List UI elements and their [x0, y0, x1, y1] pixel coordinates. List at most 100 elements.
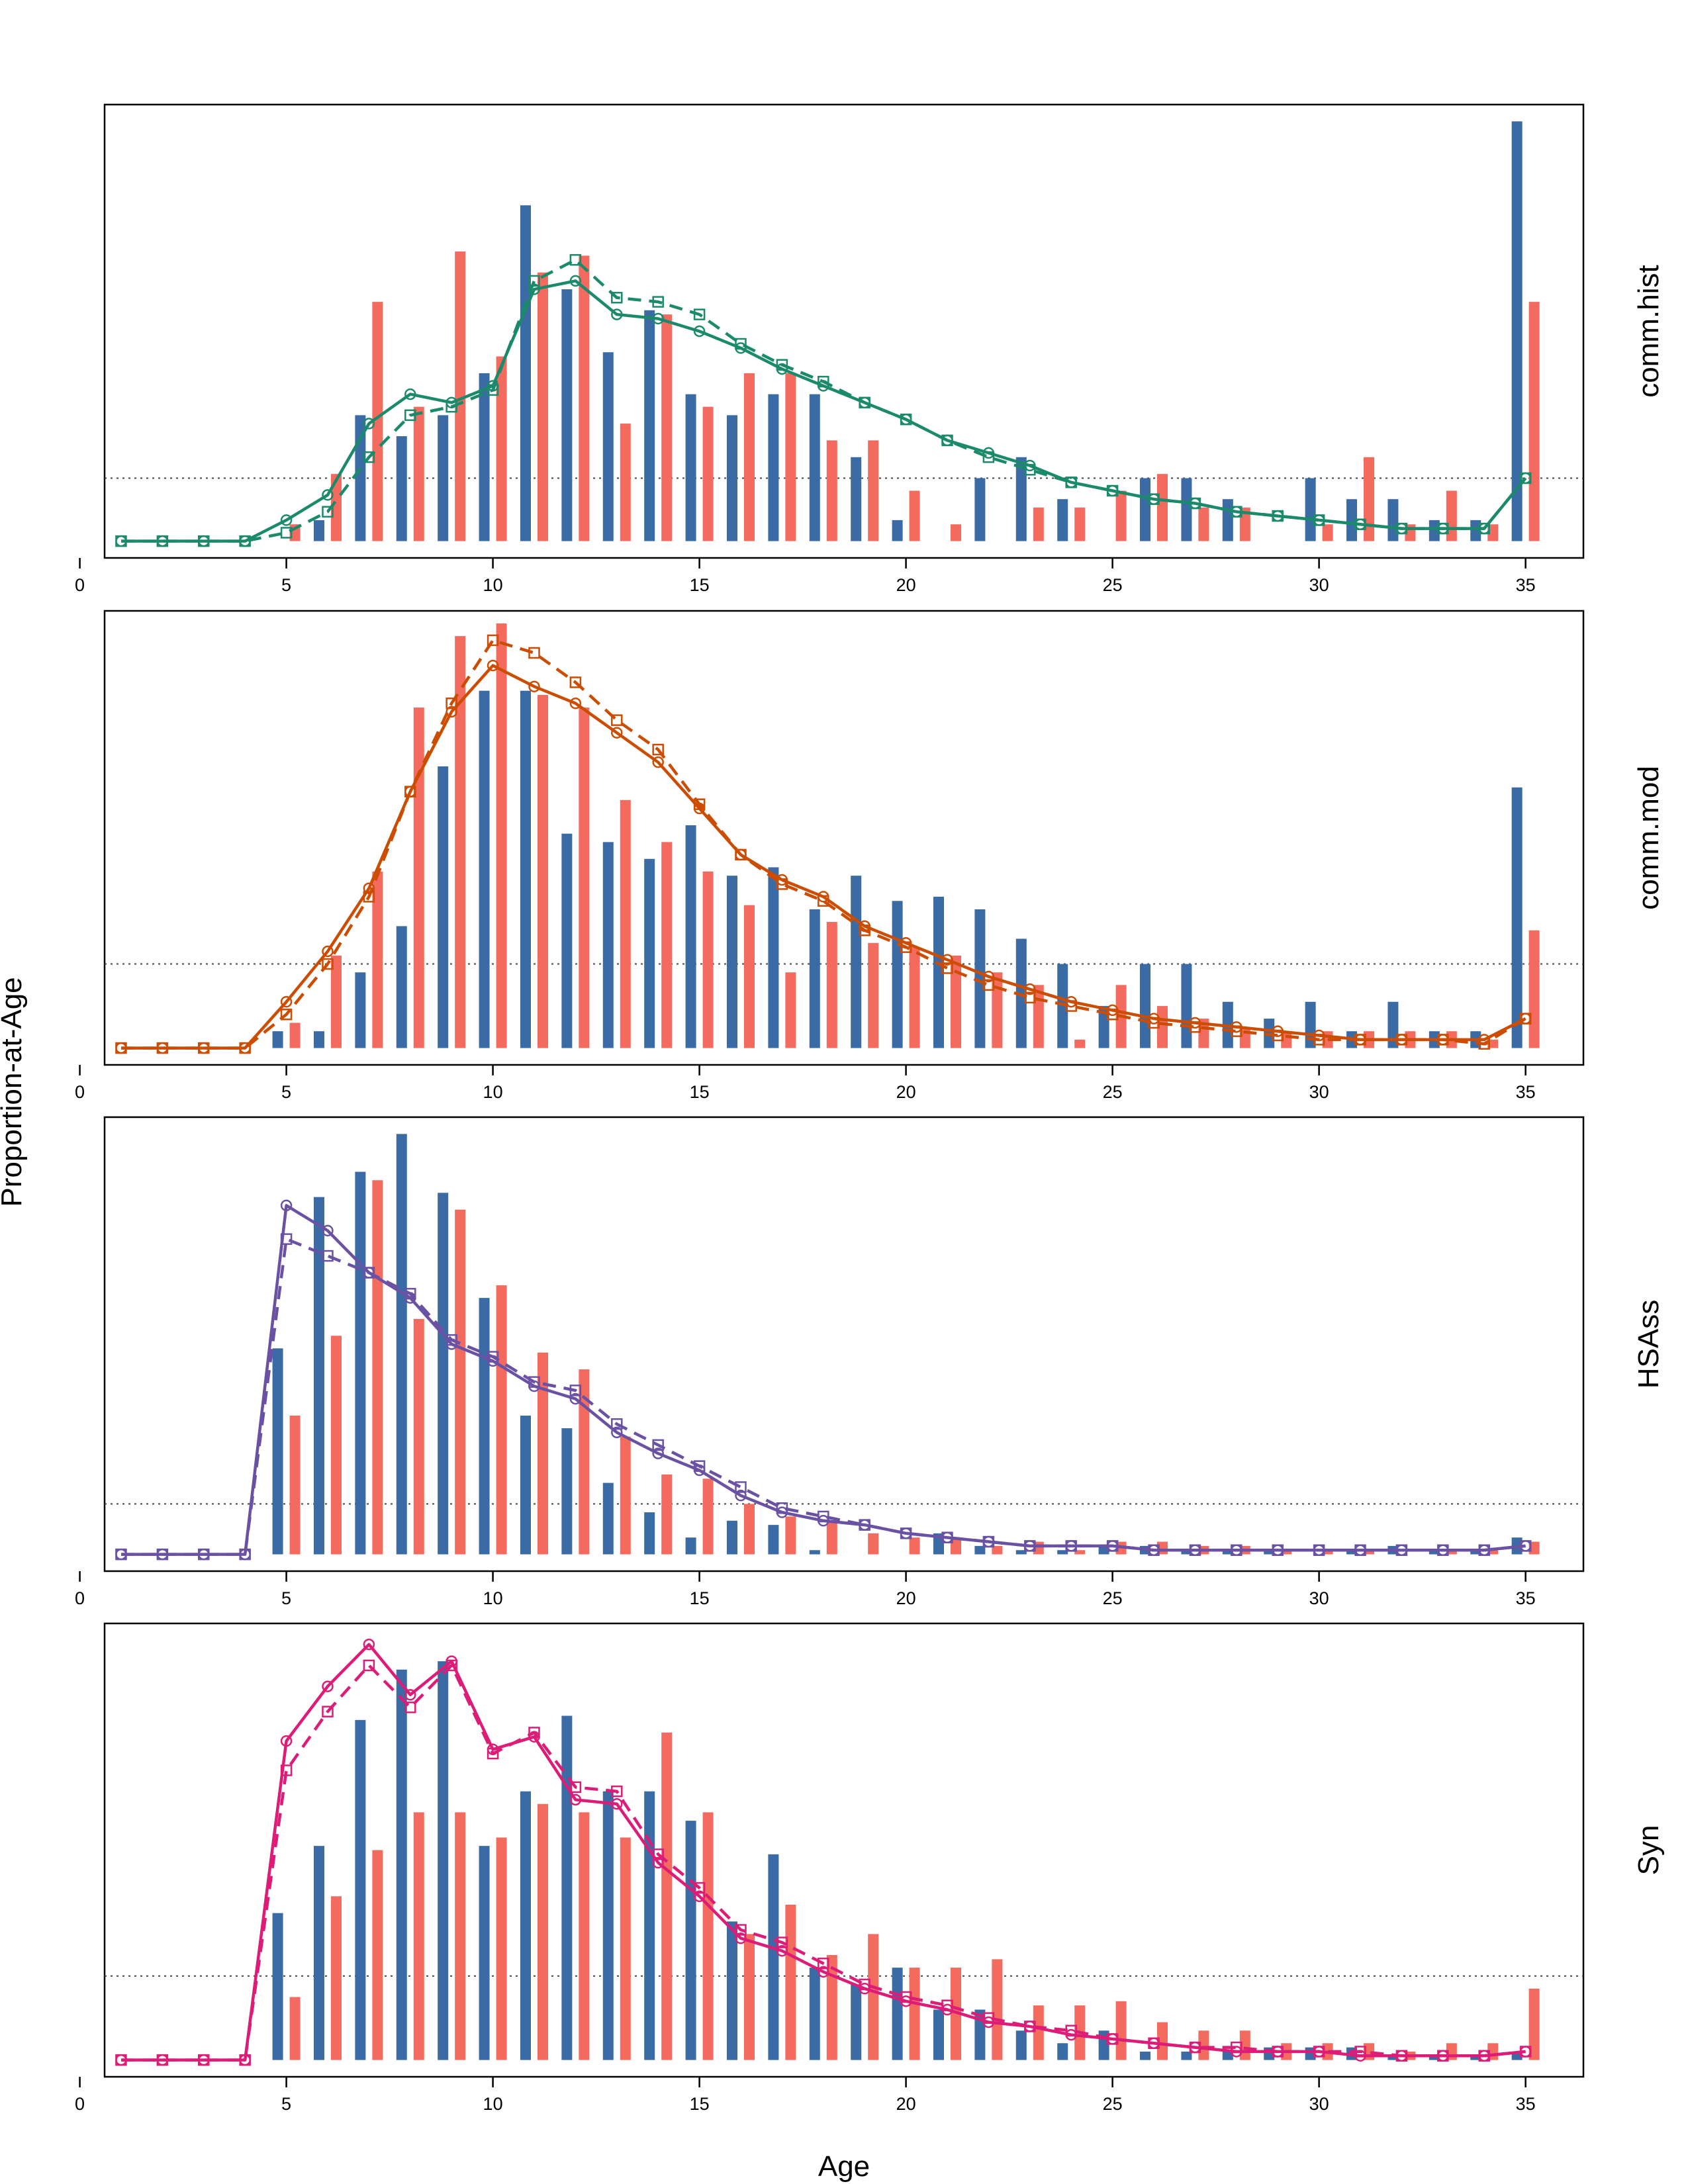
bar-series1-age-33 [1429, 2056, 1440, 2060]
bar-series1-age-14 [644, 1791, 655, 2060]
bar-series2-age-15 [702, 1812, 714, 2060]
bar-series2-age-16 [743, 1504, 755, 1555]
marker-circle-age-14 [652, 756, 664, 768]
bar-series1-age-13 [602, 842, 614, 1048]
x-axis-title: Age [818, 2150, 870, 2183]
marker-square-age-31 [1354, 518, 1366, 531]
bar-series1-age-6 [313, 1846, 324, 2060]
marker-square-age-17 [776, 1502, 788, 1514]
marker-square-age-24 [1065, 1540, 1077, 1552]
marker-square-age-26 [1148, 1544, 1160, 1556]
marker-square-age-18 [818, 895, 829, 907]
marker-square-age-24 [1065, 477, 1077, 488]
marker-square-age-9 [445, 1659, 457, 1672]
bar-series1-age-21 [933, 896, 945, 1048]
bar-series2-age-20 [909, 1968, 920, 2060]
bar-series1-age-34 [1470, 2056, 1481, 2060]
panel-label: HSAss [1632, 1300, 1665, 1388]
bar-series2-age-31 [1364, 1550, 1375, 1555]
marker-square-age-8 [404, 1702, 416, 1713]
bar-series1-age-5 [272, 1348, 283, 1555]
marker-square-age-7 [363, 1659, 375, 1672]
x-tick-label: 30 [1309, 1082, 1329, 1102]
marker-square-age-3 [198, 1042, 210, 1054]
marker-square-age-10 [487, 634, 499, 647]
bar-series2-age-11 [537, 1352, 548, 1555]
marker-square-age-21 [941, 962, 953, 974]
bar-series2-age-20 [909, 490, 920, 541]
marker-square-age-19 [859, 924, 870, 936]
x-tick-label: 5 [281, 575, 291, 595]
bar-series1-age-24 [1057, 1550, 1068, 1555]
x-tick-label: 35 [1516, 2094, 1536, 2114]
fit-line-dashed [121, 1237, 1526, 1556]
bar-series1-age-6 [313, 520, 324, 541]
bar-series1-age-15 [685, 394, 696, 541]
bar-series1-age-21 [933, 2009, 945, 2060]
marker-circle-age-16 [735, 1489, 747, 1502]
bar-series1-age-33 [1429, 1550, 1440, 1555]
bar-series2-age-34 [1487, 1550, 1499, 1555]
marker-square-age-8 [404, 409, 416, 422]
bar-series1-age-5 [272, 1031, 283, 1048]
marker-square-age-27 [1189, 1021, 1201, 1033]
marker-square-age-30 [1313, 514, 1325, 526]
marker-square-age-6 [322, 506, 334, 518]
marker-square-age-9 [445, 697, 457, 709]
bar-series2-age-22 [992, 1959, 1003, 2060]
bar-series1-age-7 [355, 1719, 366, 2060]
marker-square-age-21 [941, 1999, 953, 2011]
bar-series2-age-15 [702, 406, 714, 541]
bar-series2-age-25 [1115, 2001, 1127, 2060]
panel-label: comm.mod [1632, 766, 1665, 910]
x-tick-label: 10 [483, 2094, 503, 2114]
marker-square-age-5 [280, 527, 293, 539]
marker-square-age-2 [156, 1042, 169, 1054]
marker-square-age-35 [1519, 1540, 1532, 1552]
bar-series2-age-16 [743, 1934, 755, 2060]
bar-series1-age-26 [1140, 2051, 1151, 2060]
bar-series2-age-14 [661, 314, 673, 541]
marker-square-age-14 [652, 743, 664, 756]
bar-series2-age-20 [909, 947, 920, 1048]
panels: 0 5 10 15 20 25 30 35 comm.hist 0 5 10 15 20 25 30 35 com… [75, 103, 1665, 2114]
bar-series2-age-9 [455, 251, 466, 541]
marker-square-age-29 [1272, 2046, 1284, 2058]
marker-square-age-27 [1189, 1544, 1201, 1556]
marker-square-age-33 [1437, 2050, 1449, 2062]
bar-series2-age-19 [868, 1533, 879, 1555]
bar-series2-age-35 [1528, 1541, 1540, 1555]
bar-series2-age-10 [496, 1285, 507, 1555]
x-tick-label: 10 [483, 1082, 503, 1102]
x-tick-label: 5 [281, 2094, 291, 2114]
marker-square-age-35 [1519, 1013, 1532, 1024]
marker-circle-age-13 [611, 727, 623, 739]
marker-square-age-4 [239, 1042, 251, 1054]
marker-square-age-15 [693, 308, 706, 320]
marker-circle-age-11 [528, 680, 540, 693]
marker-circle-age-13 [611, 308, 623, 320]
x-tick-label: 35 [1516, 575, 1536, 595]
marker-square-age-32 [1395, 1544, 1408, 1556]
x-tick-label: 0 [75, 1082, 85, 1102]
marker-square-age-7 [363, 451, 375, 463]
marker-circle-age-7 [363, 418, 375, 430]
x-tick-label: 30 [1309, 2094, 1329, 2114]
x-tick-label: 20 [896, 2094, 916, 2114]
bar-series2-age-6 [330, 474, 342, 541]
marker-square-age-16 [735, 1481, 747, 1493]
marker-square-age-2 [156, 1548, 169, 1561]
bar-series2-age-19 [868, 440, 879, 541]
x-tick-label: 0 [75, 2094, 85, 2114]
marker-square-age-30 [1313, 1034, 1325, 1046]
marker-square-age-25 [1106, 1540, 1119, 1552]
bar-series1-age-12 [561, 1428, 573, 1555]
marker-square-age-1 [115, 2054, 127, 2066]
marker-square-age-29 [1272, 1544, 1284, 1556]
marker-square-age-23 [1024, 2021, 1036, 2032]
x-tick-label: 10 [483, 575, 503, 595]
bar-series1-age-15 [685, 1537, 696, 1555]
bar-series2-age-34 [1487, 1039, 1499, 1048]
marker-circle-age-12 [569, 1392, 582, 1405]
marker-square-age-28 [1231, 1025, 1243, 1037]
